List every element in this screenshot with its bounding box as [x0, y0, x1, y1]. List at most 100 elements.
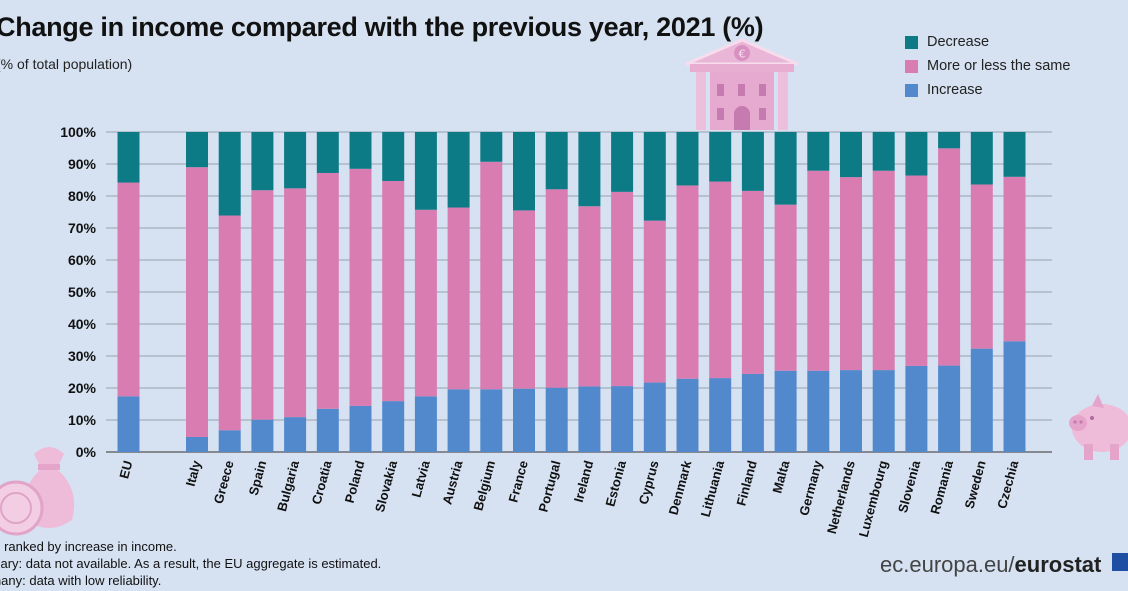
legend-label-same: More or less the same: [927, 58, 1071, 74]
bar-decrease: [872, 132, 895, 171]
x-tick-label: Greece: [211, 459, 237, 505]
y-tick-label: 80%: [68, 188, 97, 204]
y-axis-tick-labels: 0% 10% 20% 30% 40% 50% 60% 70% 80% 90% 100%: [60, 124, 96, 460]
chart-title: Change in income compared with the previ…: [0, 12, 764, 42]
y-tick-label: 100%: [60, 124, 96, 140]
x-tick-label: Spain: [246, 459, 270, 497]
x-tick-label: Lithuania: [698, 458, 728, 518]
bar-decrease: [676, 132, 699, 186]
bar-same: [117, 182, 140, 397]
bar-increase: [938, 365, 961, 452]
x-tick-label: Italy: [183, 458, 204, 488]
bar-increase: [840, 370, 862, 452]
x-axis-tick-labels: EU Italy Greece Spain Bulgaria Croatia Poland S…: [116, 458, 1021, 539]
bar-increase: [513, 388, 535, 452]
bar-decrease: [513, 132, 535, 211]
bar-decrease: [774, 132, 797, 205]
bar-increase: [218, 430, 241, 452]
bar-same: [251, 190, 274, 420]
y-tick-label: 90%: [68, 156, 97, 172]
legend-swatch-same: [905, 59, 918, 73]
legend-label-increase: Increase: [927, 82, 983, 98]
bar-same: [709, 181, 732, 379]
bar-same: [807, 170, 830, 371]
legend-swatch-increase: [905, 83, 918, 97]
bar-increase: [970, 348, 993, 452]
x-tick-label: Malta: [769, 458, 792, 495]
bar-decrease: [251, 132, 274, 191]
x-tick-label: Bulgaria: [274, 458, 302, 513]
bar-same: [840, 177, 862, 371]
bar-increase: [1003, 341, 1026, 452]
bar-same: [611, 191, 634, 387]
bar-decrease: [545, 132, 568, 190]
bar-same: [774, 204, 797, 371]
y-tick-label: 20%: [68, 380, 97, 396]
bar-increase: [643, 382, 666, 452]
bar-same: [676, 185, 699, 379]
bar-decrease: [349, 132, 372, 169]
bar-increase: [316, 408, 339, 452]
bar-decrease: [643, 132, 666, 221]
y-tick-label: 0%: [76, 444, 97, 460]
bar-same: [545, 189, 568, 388]
bar-increase: [251, 419, 274, 452]
legend-item-decrease: Decrease: [905, 30, 1070, 54]
bar-increase: [905, 365, 928, 452]
x-tick-label: Cyprus: [636, 459, 662, 506]
legend-item-increase: Increase: [905, 78, 1070, 102]
bar-same: [349, 168, 372, 406]
bar-same: [872, 170, 895, 371]
x-tick-label: Belgium: [470, 459, 498, 512]
bar-decrease: [1003, 132, 1026, 177]
bar-same: [218, 215, 241, 431]
x-tick-label: Estonia: [602, 458, 629, 508]
x-tick-label: Germany: [796, 458, 825, 517]
eu-flag-icon: [1112, 553, 1128, 571]
bar-decrease: [807, 132, 830, 171]
bar-decrease: [840, 132, 862, 178]
bar-increase: [709, 378, 732, 452]
bar-same: [414, 209, 437, 397]
x-tick-label: Ireland: [571, 459, 597, 504]
bar-increase: [611, 386, 634, 452]
bar-increase: [872, 370, 895, 452]
bar-decrease: [611, 132, 634, 192]
legend-item-same: More or less the same: [905, 54, 1070, 78]
bar-same: [970, 184, 993, 349]
bar-group: [117, 132, 1026, 452]
bar-increase: [774, 370, 797, 452]
bar-decrease: [480, 132, 503, 162]
bar-same: [480, 161, 503, 390]
bar-increase: [545, 387, 568, 452]
x-tick-label: France: [505, 459, 531, 504]
bar-increase: [414, 396, 437, 452]
footnote-hungary: ngary: data not available. As a result, …: [0, 556, 382, 571]
bar-same: [316, 172, 339, 409]
bar-decrease: [382, 132, 405, 181]
bar-same: [284, 188, 307, 418]
bar-increase: [578, 386, 601, 452]
bar-decrease: [316, 132, 339, 173]
bar-same: [938, 148, 961, 366]
bar-decrease: [578, 132, 601, 207]
bar-increase: [349, 405, 372, 452]
source-credit: ec.europa.eu/eurostat: [880, 552, 1101, 578]
bar-decrease: [284, 132, 307, 189]
legend-swatch-decrease: [905, 35, 918, 49]
y-tick-label: 70%: [68, 220, 97, 236]
x-tick-label: Finland: [733, 459, 759, 508]
x-tick-label: Slovenia: [895, 458, 924, 514]
bar-decrease: [117, 132, 140, 183]
bar-same: [447, 207, 470, 390]
x-tick-label: Portugal: [535, 459, 563, 514]
y-tick-label: 60%: [68, 252, 97, 268]
x-tick-label: Sweden: [961, 459, 988, 510]
chart-subtitle: (% of total population): [0, 56, 133, 72]
bank-euro-icon: €: [685, 38, 799, 130]
bar-same: [513, 210, 535, 389]
bar-increase: [807, 370, 830, 452]
bar-same: [643, 220, 666, 383]
legend-label-decrease: Decrease: [927, 34, 990, 50]
bar-increase: [284, 417, 307, 452]
